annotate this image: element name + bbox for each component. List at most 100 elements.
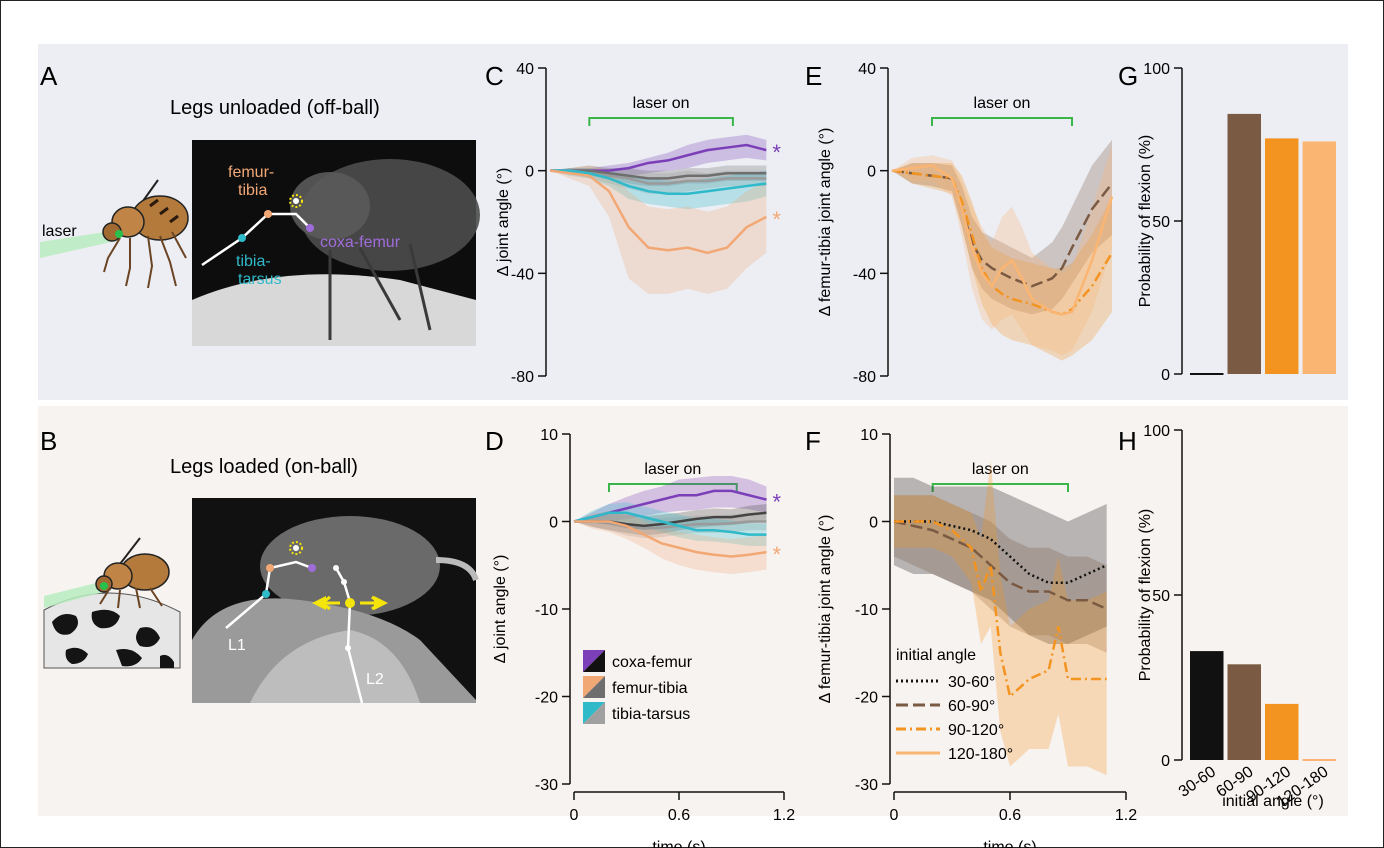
legend-f-label-30-60: 30-60° <box>948 674 995 691</box>
legend-f-label-60-90: 60-90° <box>948 698 995 715</box>
chart-c-y-tick-label-0: 0 <box>525 164 534 181</box>
photo-b-l2-joint-2 <box>341 579 347 585</box>
chart-h-y-tick-label-0: 0 <box>1161 753 1170 770</box>
chart-d-x-label: time (s) <box>652 839 705 848</box>
chart-c-y-tick-label-40: -40 <box>511 266 534 283</box>
ball-b-spots <box>52 609 174 668</box>
chart-g-y-label: Probability of flexion (%) <box>1137 135 1154 308</box>
chart-f: 10 0 -10 -20 -30 Δ femur-tibia joint angle (°… <box>817 427 1137 848</box>
panel-letter-a: A <box>40 61 58 91</box>
chart-f-laser-bracket <box>931 483 1069 492</box>
chart-d-y-tick-label-10: -10 <box>535 602 558 619</box>
legend-f: initial angle 30-60° 60-90° 90-120° 120-… <box>896 647 1013 763</box>
panel-b: B Legs loaded (on-ball) <box>40 426 479 704</box>
chart-c-significance-coxa-femur: * <box>772 140 781 165</box>
photo-b-ball-highlight <box>250 630 420 703</box>
chart-c-y-label: Δ joint angle (°) <box>495 168 512 277</box>
legend-d-item-coxa-femur: coxa-femur <box>583 650 693 672</box>
fly-illustration-a <box>40 179 189 289</box>
legend-d-item-tibia-tarsus: tibia-tarsus <box>583 702 690 724</box>
femur-tibia-marker <box>264 210 272 218</box>
chart-c: 40 0 -40 -80 Δ joint angle (°) laser on * * <box>495 61 781 386</box>
laser-beam-b <box>44 582 104 608</box>
chart-d-significance-coxa-femur: * <box>773 490 782 515</box>
photo-b-ball-edge <box>435 557 479 582</box>
laser-beam-a <box>40 230 120 258</box>
chart-h-x-label: initial angle (°) <box>1222 793 1324 810</box>
leg-l1-label: L1 <box>228 637 246 654</box>
femur-tibia-label-line2: tibia <box>238 182 267 199</box>
photo-a-fly-thorax <box>290 172 370 240</box>
chart-c-laser-label: laser on <box>633 95 690 112</box>
chart-c-line-gray-1 <box>550 169 767 180</box>
chart-f-y-tick-label-20: -20 <box>855 690 878 707</box>
chart-g-y-tick-label-0: 0 <box>1161 367 1170 384</box>
chart-e-laser-bracket <box>931 117 1073 126</box>
panel-letter-e: E <box>805 61 822 91</box>
photo-a-target-dot <box>293 198 299 204</box>
panel-letter-g: G <box>1118 61 1138 91</box>
chart-d-x-tick-label-0: 0 <box>570 807 579 824</box>
chart-f-band-30-60 <box>894 477 1107 644</box>
laser-spot-b <box>100 582 108 590</box>
chart-h-y-tick-label-50: 50 <box>1152 588 1170 605</box>
chart-h-y-label: Probability of flexion (%) <box>1137 509 1154 682</box>
femur-tibia-label: femur- tibia <box>228 164 279 199</box>
chart-e-y-tick-label-0: 0 <box>867 164 876 181</box>
panel-letter-c: C <box>485 61 504 91</box>
chart-h-y-tick-label-100: 100 <box>1143 423 1170 440</box>
femur-tibia-label-line1: femur- <box>228 164 274 181</box>
legend-f-label-120-180: 120-180° <box>948 746 1013 763</box>
photo-a-legs <box>328 243 432 340</box>
photo-b-l2-joint-1 <box>333 565 339 571</box>
photo-b-motion-center <box>345 598 355 608</box>
chart-c-y-tick-label-40: 40 <box>516 61 534 78</box>
legend-d-label-femur-tibia: femur-tibia <box>612 680 688 697</box>
tether-b <box>119 537 141 565</box>
chart-g-y-tick-label-100: 100 <box>1143 61 1170 78</box>
legend-d-label-coxa-femur: coxa-femur <box>612 654 693 671</box>
chart-f-y-tick-label-30: -30 <box>855 777 878 794</box>
panel-letter-b: B <box>40 426 57 456</box>
chart-f-y-tick-label-10: -10 <box>855 602 878 619</box>
panel-b-title: Legs loaded (on-ball) <box>170 456 358 478</box>
fly-illustration-b <box>43 537 181 669</box>
photo-b-target-circle <box>289 541 303 555</box>
chart-e-band-120-180 <box>892 145 1112 356</box>
photo-b-l2-joint-3 <box>345 645 351 651</box>
chart-d-laser-label: laser on <box>644 461 701 478</box>
chart-d-y-tick-label-20: -20 <box>535 690 558 707</box>
chart-e-y-tick-label-40: -40 <box>853 266 876 283</box>
chart-h-bar-90-120 <box>1265 703 1299 760</box>
chart-c-band-coxa-femur <box>550 134 767 176</box>
photo-b-l1-tibia-tarsus-marker <box>262 590 270 598</box>
chart-g: 100 50 0 Probability of flexion (%) <box>1137 61 1336 384</box>
tibia-tarsus-label: tibia- tarsus <box>236 253 282 288</box>
chart-d-laser-bracket <box>608 483 738 492</box>
coxa-femur-label: coxa-femur <box>320 234 401 251</box>
photo-a-ball <box>192 274 476 346</box>
chart-e-band-60-90 <box>892 139 1112 315</box>
chart-f-y-label: Δ femur-tibia joint angle (°) <box>817 515 834 704</box>
chart-h-bar-30-60 <box>1190 651 1224 760</box>
chart-e-y-tick-label-40: 40 <box>858 61 876 78</box>
chart-c-line-tibia-tarsus <box>550 169 767 196</box>
chart-f-band-90-120 <box>894 460 1107 776</box>
chart-d-line-femur-tibia <box>574 520 767 558</box>
chart-c-band-femur-tibia <box>550 165 767 294</box>
legend-d-label-tibia-tarsus: tibia-tarsus <box>612 706 690 723</box>
chart-e-band-90-120 <box>892 162 1112 361</box>
photo-a: femur- tibia tibia- tarsus coxa-femur <box>192 140 480 346</box>
chart-c-laser-bracket <box>588 117 734 126</box>
photo-b-arrowhead-left-icon <box>312 596 326 610</box>
chart-c-y-tick-label-80: -80 <box>511 369 534 386</box>
chart-c-line-femur-tibia <box>549 169 767 255</box>
leg-l2-label: L2 <box>366 671 384 688</box>
chart-h-bar-60-90 <box>1227 664 1261 760</box>
panel-letter-d: D <box>485 426 504 456</box>
chart-g-bar-90-120 <box>1265 138 1299 374</box>
chart-d-x-tick-label-0-6: 0.6 <box>668 807 690 824</box>
coxa-femur-marker <box>306 224 314 232</box>
chart-f-x-tick-label-0-6: 0.6 <box>999 807 1021 824</box>
